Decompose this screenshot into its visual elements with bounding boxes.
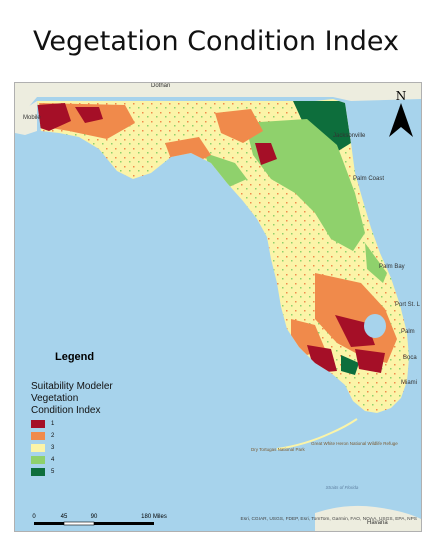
legend-layer-line-1: Suitability Modeler: [31, 381, 113, 392]
scale-bar: 0 45 90 180 Miles: [32, 514, 167, 526]
place-port-st-lucie: Port St. L: [395, 302, 421, 308]
legend-label: 4: [51, 456, 55, 463]
place-havana: Havana: [367, 520, 388, 526]
map-title: Vegetation Condition Index: [33, 26, 399, 57]
legend: Legend Suitability Modeler Vegetation Co…: [31, 351, 181, 477]
place-dothan: Dothan: [151, 83, 171, 89]
place-palm: Palm: [401, 329, 415, 335]
north-arrow-icon: [389, 103, 413, 137]
legend-layer-line-3: Condition Index: [31, 405, 101, 416]
map-canvas: [15, 83, 421, 531]
legend-label: 1: [51, 420, 55, 427]
map-frame[interactable]: Dothan Mobile Jacksonville Palm Coast Pa…: [14, 82, 422, 532]
place-palm-coast: Palm Coast: [353, 176, 385, 182]
neighbor-land: [15, 83, 421, 123]
legend-swatch-2: [31, 431, 45, 440]
place-palm-bay: Palm Bay: [379, 264, 405, 270]
legend-item: 5: [31, 466, 181, 477]
legend-swatch-5: [31, 467, 45, 476]
legend-label: 2: [51, 432, 55, 439]
cuba-land: [315, 505, 421, 531]
legend-heading: Legend: [55, 351, 95, 363]
water-straits-of-florida: Straits of Florida: [325, 485, 359, 490]
place-jacksonville: Jacksonville: [333, 133, 366, 139]
park-great-white-heron: Great White Heron National Wildlife Refu…: [311, 441, 398, 446]
north-arrow: N: [388, 89, 414, 142]
place-boca: Boca: [403, 355, 417, 361]
scale-tick-45: 45: [61, 514, 68, 520]
north-arrow-label: N: [395, 89, 407, 103]
legend-item: 1: [31, 418, 181, 429]
legend-layer-line-2: Vegetation: [31, 393, 79, 404]
legend-item: 4: [31, 454, 181, 465]
scale-tick-180: 180 Miles: [141, 514, 167, 520]
place-mobile: Mobile: [23, 115, 41, 121]
place-miami: Miami: [401, 380, 417, 386]
legend-label: 3: [51, 444, 55, 451]
scale-tick-90: 90: [91, 514, 98, 520]
legend-item: 2: [31, 430, 181, 441]
legend-item: 3: [31, 442, 181, 453]
legend-swatch-1: [31, 419, 45, 428]
park-dry-tortugas: Dry Tortugas National Park: [251, 447, 305, 452]
legend-label: 5: [51, 468, 55, 475]
legend-swatch-4: [31, 455, 45, 464]
florida-keys: [276, 418, 358, 450]
attribution-text: Esri, CGIAR, USGS, FDEP, Esri, TomTom, G…: [240, 517, 417, 522]
scale-tick-0: 0: [32, 514, 36, 520]
legend-swatch-3: [31, 443, 45, 452]
